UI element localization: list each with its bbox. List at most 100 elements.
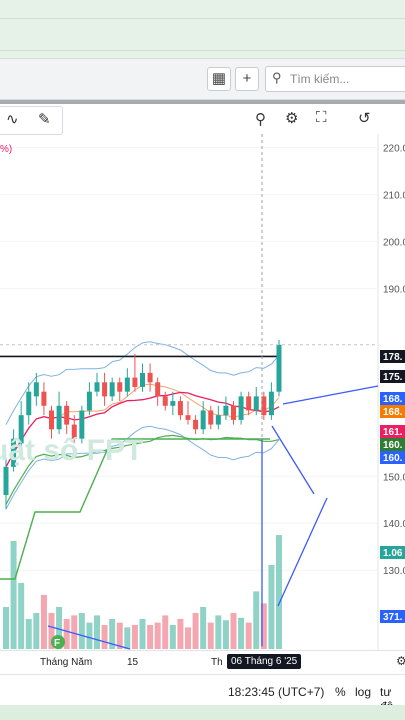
- candle: [238, 396, 244, 420]
- volume-bar: [10, 541, 17, 649]
- candle: [49, 410, 54, 430]
- ma-green: [5, 434, 280, 505]
- volume-bar: [71, 615, 78, 649]
- y-tick-label: 200.0: [383, 237, 405, 248]
- volume-bar: [131, 625, 138, 649]
- volume-bar: [207, 622, 214, 649]
- candle: [261, 396, 267, 416]
- trend-line-icon[interactable]: ∿: [6, 111, 19, 128]
- chart-toolbar: ∿ ✎ ⚲ ⚙ ⛶ ↺: [0, 104, 405, 135]
- price-chart[interactable]: 220.0 210.0 200.0 190.0 150.0 140.0 130.0%) 178…: [0, 134, 405, 650]
- watermark-text: uật số FPT: [0, 434, 144, 467]
- price-label: 168.: [383, 407, 403, 418]
- candle: [185, 415, 191, 420]
- settings-small-icon[interactable]: ⚙: [396, 654, 405, 668]
- candle: [147, 372, 153, 383]
- y-tick-label: 220.0: [383, 143, 405, 154]
- volume-bar: [139, 619, 146, 649]
- volume-bar: [109, 619, 116, 649]
- x-label-1: 15: [127, 657, 139, 668]
- bollinger-lower: [5, 425, 280, 510]
- pen-icon[interactable]: ✎: [38, 111, 51, 128]
- time-axis: Tháng Năm 15 Th 06 Tháng 6 '25 ⚙: [0, 650, 405, 675]
- volume-label: 1.06: [383, 548, 403, 559]
- volume-bar: [215, 615, 222, 649]
- fullscreen-icon[interactable]: ⛶: [316, 109, 327, 126]
- price-label: 161.: [383, 427, 403, 438]
- candle: [162, 396, 168, 406]
- candle: [86, 391, 92, 411]
- price-label-box: [380, 405, 405, 418]
- annotation-arrow: [282, 385, 379, 405]
- share-icon[interactable]: ↺: [358, 110, 371, 127]
- candle: [140, 372, 145, 387]
- candle: [200, 410, 206, 430]
- candle: [246, 396, 252, 411]
- y-tick-label: 130.0: [383, 566, 405, 577]
- candle: [117, 382, 123, 392]
- candle: [170, 401, 176, 406]
- bollinger-upper: [5, 341, 280, 425]
- volume-bar: [116, 622, 123, 649]
- y-tick-label: 210.0: [383, 190, 405, 201]
- candle: [109, 382, 115, 397]
- percent-toggle[interactable]: %: [335, 685, 346, 699]
- clock-text: 18:23:45 (UTC+7): [228, 685, 325, 699]
- volume-bar: [56, 607, 63, 649]
- drawing-tools: ∿ ✎: [0, 106, 63, 135]
- search-placeholder: Tìm kiếm...: [290, 72, 350, 86]
- volume-bar: [63, 619, 70, 649]
- x-label-2: Th: [211, 657, 223, 668]
- volume-bar: [3, 607, 9, 649]
- volume-bar: [230, 613, 237, 649]
- price-label: 168.: [383, 394, 403, 405]
- volume-bar: [86, 622, 93, 649]
- annotation-arrow: [47, 625, 131, 650]
- price-label: 178.: [383, 352, 403, 363]
- volume-label-box: [380, 546, 405, 559]
- log-toggle[interactable]: log: [355, 685, 372, 699]
- price-label-box: [380, 350, 405, 363]
- volume-bar: [162, 615, 169, 649]
- candle: [124, 377, 130, 392]
- price-label: 160.: [383, 440, 403, 451]
- search-input[interactable]: ⚲ Tìm kiếm...: [265, 66, 405, 92]
- price-label: 160.: [383, 453, 403, 464]
- volume-bar: [48, 613, 55, 649]
- zoom-icon[interactable]: ⚲: [255, 111, 266, 128]
- volume-bar: [177, 619, 184, 649]
- volume-bar: [147, 625, 154, 649]
- candle: [18, 415, 24, 444]
- chart-container[interactable]: ∿ ✎ ⚲ ⚙ ⛶ ↺ 220.0 210.0 200.0 190.0 150.0 140…: [0, 100, 405, 713]
- volume-bar: [33, 613, 40, 649]
- price-label-box: [380, 425, 405, 438]
- volume-label: 371.: [383, 612, 403, 623]
- y-tick-label: 140.0: [383, 519, 405, 530]
- candle: [33, 382, 39, 397]
- volume-bar: [40, 595, 47, 649]
- top-background: [0, 0, 405, 58]
- candle: [3, 466, 9, 496]
- volume-bar: [192, 613, 199, 649]
- volume-bar: [268, 565, 275, 649]
- volume-bar: [238, 617, 245, 649]
- grid-icon[interactable]: ▦: [207, 67, 231, 91]
- candle: [276, 344, 282, 392]
- candle: [102, 382, 108, 397]
- volume-bar: [185, 627, 191, 649]
- volume-bar: [169, 625, 176, 649]
- volume-bar: [154, 622, 161, 649]
- y-tick-label: 190.0: [383, 284, 405, 295]
- candle: [41, 391, 47, 406]
- plus-icon[interactable]: +: [235, 67, 259, 91]
- volume-bar: [101, 625, 108, 649]
- support-step-line: [0, 438, 270, 580]
- settings-icon[interactable]: ⚙: [285, 110, 299, 127]
- candle: [208, 410, 214, 425]
- candle: [253, 396, 259, 411]
- volume-bar: [260, 603, 267, 649]
- candle: [177, 401, 183, 416]
- candle: [193, 419, 199, 430]
- volume-bar: [245, 622, 252, 649]
- candle: [64, 405, 70, 425]
